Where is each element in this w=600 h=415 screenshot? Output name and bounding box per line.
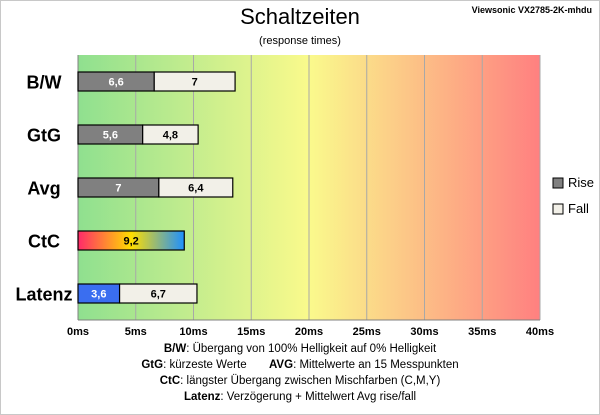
x-tick-label: 40ms [526,326,554,338]
footer-key-avg: AVG [268,359,294,371]
bar-fall-label: 4,8 [163,130,178,142]
bar-fall [142,124,199,145]
bar-fall [158,177,234,198]
x-tick-label: 25ms [353,326,381,338]
footer-text-bw: : Übergang von 100% Helligkeit auf 0% He… [186,343,437,355]
bar-rise-label: 6,6 [108,77,123,89]
category-label: GtG [27,126,61,146]
x-tick-label: 10ms [179,326,207,338]
category-label: CtC [28,232,60,252]
bar-rise-label: 5,6 [103,130,118,142]
footer-text-gtg: : kürzeste Werte [163,359,247,371]
x-tick-label: 35ms [468,326,496,338]
footer-line-bw: B/W: Übergang von 100% Helligkeit auf 0%… [0,343,600,355]
response-time-chart: 0ms 5ms 10ms 15ms 20ms 25ms 30ms 35ms 40ms B/W 6,6… [15,55,594,338]
category-label: Avg [27,179,60,199]
legend-swatch [552,177,564,189]
footer-line-ctc: CtC: längster Übergang zwischen Mischfar… [0,375,600,387]
category-label: Latenz [15,285,72,305]
category-label: B/W [27,73,62,93]
bar-fall-label: 6,4 [188,183,204,195]
monitor-model-label: Viewsonic VX2785-2K-mhdu [471,5,592,15]
chart-title: Schaltzeiten [240,4,360,29]
footer-key-gtg: GtG [141,359,164,371]
footer-line-gtg-avg: GtG: kürzeste Werte AVG: Mittelwerte an … [0,359,600,371]
legend-swatch [552,203,564,215]
legend-label: Fall [568,201,589,216]
legend-label: Rise [568,175,594,190]
chart-subtitle: (response times) [259,35,341,47]
footer-text-ctc: : längster Übergang zwischen Mischfarben… [180,375,441,387]
x-tick-label: 0ms [67,326,89,338]
x-tick-label: 30ms [410,326,438,338]
bar-rise-label: 7 [115,183,121,195]
x-tick-label: 15ms [237,326,265,338]
footer-key-ctc: CtC [159,375,181,387]
x-tick-label: 20ms [295,326,323,338]
bar-latenz-input-label: 3,6 [91,289,106,301]
bar-fall [153,71,236,92]
bar-fall-label: 7 [192,77,198,89]
footer-key-bw: B/W [163,343,187,355]
bar-latenz-fall-label: 6,7 [151,289,166,301]
bar-ctc-label: 9,2 [123,236,138,248]
bar-ctc [77,230,185,251]
footer-key-latenz: Latenz [183,391,221,403]
footer-line-latenz: Latenz: Verzögerung + Mittelwert Avg ris… [0,391,600,403]
footer-text-latenz: : Verzögerung + Mittelwert Avg rise/fall [220,391,417,403]
x-tick-label: 5ms [125,326,147,338]
footer-text-avg: : Mittelwerte an 15 Messpunkten [293,359,459,371]
bar-latenz-fall [118,283,198,304]
